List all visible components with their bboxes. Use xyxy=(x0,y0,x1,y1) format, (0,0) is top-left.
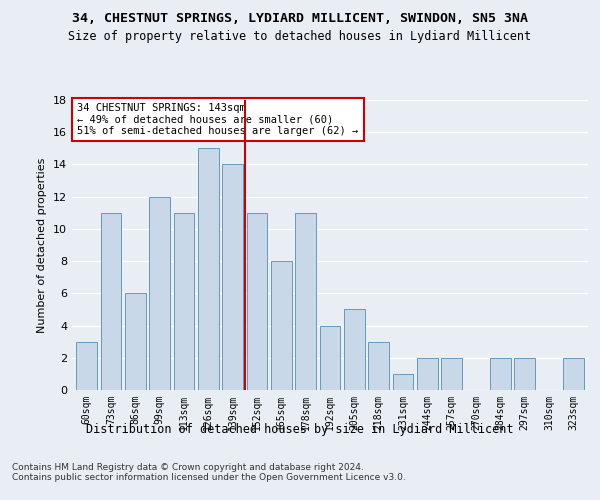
Bar xyxy=(198,148,218,390)
Bar xyxy=(392,374,413,390)
Text: 34, CHESTNUT SPRINGS, LYDIARD MILLICENT, SWINDON, SN5 3NA: 34, CHESTNUT SPRINGS, LYDIARD MILLICENT,… xyxy=(72,12,528,26)
Text: Distribution of detached houses by size in Lydiard Millicent: Distribution of detached houses by size … xyxy=(86,422,514,436)
Text: Contains HM Land Registry data © Crown copyright and database right 2024.
Contai: Contains HM Land Registry data © Crown c… xyxy=(12,462,406,482)
Bar xyxy=(101,213,121,390)
Bar xyxy=(222,164,243,390)
Text: Size of property relative to detached houses in Lydiard Millicent: Size of property relative to detached ho… xyxy=(68,30,532,43)
Text: 34 CHESTNUT SPRINGS: 143sqm
← 49% of detached houses are smaller (60)
51% of sem: 34 CHESTNUT SPRINGS: 143sqm ← 49% of det… xyxy=(77,103,358,136)
Bar xyxy=(271,261,292,390)
Bar xyxy=(76,342,97,390)
Bar xyxy=(490,358,511,390)
Bar xyxy=(563,358,584,390)
Bar xyxy=(320,326,340,390)
Bar xyxy=(514,358,535,390)
Bar xyxy=(368,342,389,390)
Bar xyxy=(247,213,268,390)
Bar xyxy=(295,213,316,390)
Y-axis label: Number of detached properties: Number of detached properties xyxy=(37,158,47,332)
Bar xyxy=(125,294,146,390)
Bar xyxy=(149,196,170,390)
Bar xyxy=(173,213,194,390)
Bar xyxy=(344,310,365,390)
Bar xyxy=(417,358,438,390)
Bar xyxy=(442,358,462,390)
